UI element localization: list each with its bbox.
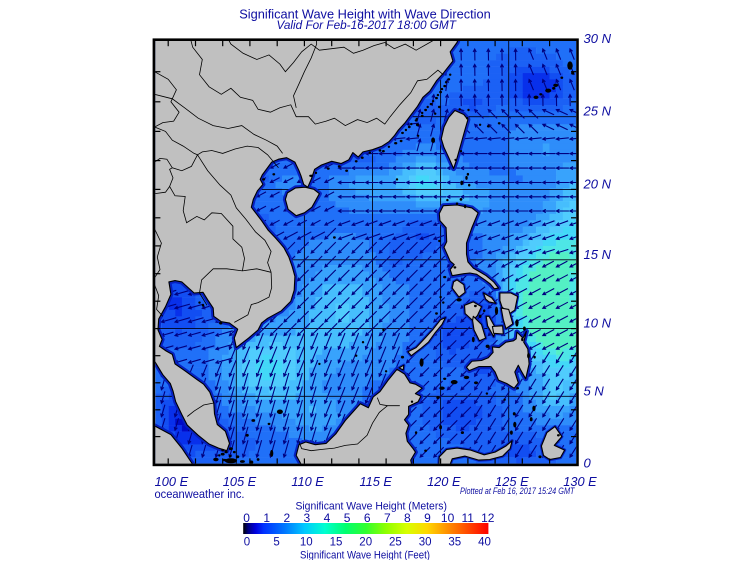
svg-text:25: 25 — [389, 537, 402, 549]
svg-text:Plotted at Feb 16, 2017 15:24: Plotted at Feb 16, 2017 15:24 GMT — [460, 486, 576, 496]
svg-text:30 N: 30 N — [584, 31, 612, 46]
svg-text:5 N: 5 N — [584, 383, 605, 398]
svg-text:5: 5 — [273, 537, 279, 549]
svg-text:110 E: 110 E — [291, 474, 324, 489]
svg-text:100 E: 100 E — [155, 474, 189, 489]
svg-text:2: 2 — [283, 511, 290, 525]
svg-text:8: 8 — [404, 511, 411, 525]
svg-text:10: 10 — [300, 537, 313, 549]
svg-text:120 E: 120 E — [427, 474, 461, 489]
svg-text:oceanweather inc.: oceanweather inc. — [155, 487, 245, 501]
svg-text:12: 12 — [481, 511, 495, 525]
svg-text:Significant Wave Height (Feet): Significant Wave Height (Feet) — [300, 549, 430, 560]
svg-text:0: 0 — [243, 511, 250, 525]
svg-text:10: 10 — [441, 511, 455, 525]
svg-text:Significant Wave Height (Meter: Significant Wave Height (Meters) — [295, 501, 447, 513]
svg-text:130 E: 130 E — [563, 474, 597, 489]
svg-text:30: 30 — [419, 537, 432, 549]
svg-text:1: 1 — [263, 511, 270, 525]
svg-text:Valid For Feb-16-2017 18:00 GM: Valid For Feb-16-2017 18:00 GMT — [276, 18, 457, 32]
svg-text:10 N: 10 N — [584, 316, 612, 331]
svg-text:20 N: 20 N — [583, 176, 612, 191]
svg-text:40: 40 — [478, 537, 491, 549]
svg-text:0: 0 — [584, 456, 592, 471]
svg-text:25 N: 25 N — [583, 104, 612, 119]
svg-text:3: 3 — [304, 511, 311, 525]
svg-text:125 E: 125 E — [495, 474, 529, 489]
svg-text:7: 7 — [384, 511, 391, 525]
svg-text:Significant Wave Height with W: Significant Wave Height with Wave Direct… — [239, 6, 491, 21]
svg-text:35: 35 — [448, 537, 461, 549]
svg-text:4: 4 — [324, 511, 331, 525]
svg-text:105 E: 105 E — [223, 474, 257, 489]
svg-text:20: 20 — [359, 537, 372, 549]
svg-text:5: 5 — [344, 511, 351, 525]
svg-text:6: 6 — [364, 511, 371, 525]
svg-text:9: 9 — [424, 511, 431, 525]
svg-text:15 N: 15 N — [584, 247, 612, 262]
svg-text:11: 11 — [461, 511, 474, 525]
svg-text:15: 15 — [330, 537, 343, 549]
svg-text:115 E: 115 E — [359, 474, 392, 489]
svg-text:0: 0 — [244, 537, 250, 549]
